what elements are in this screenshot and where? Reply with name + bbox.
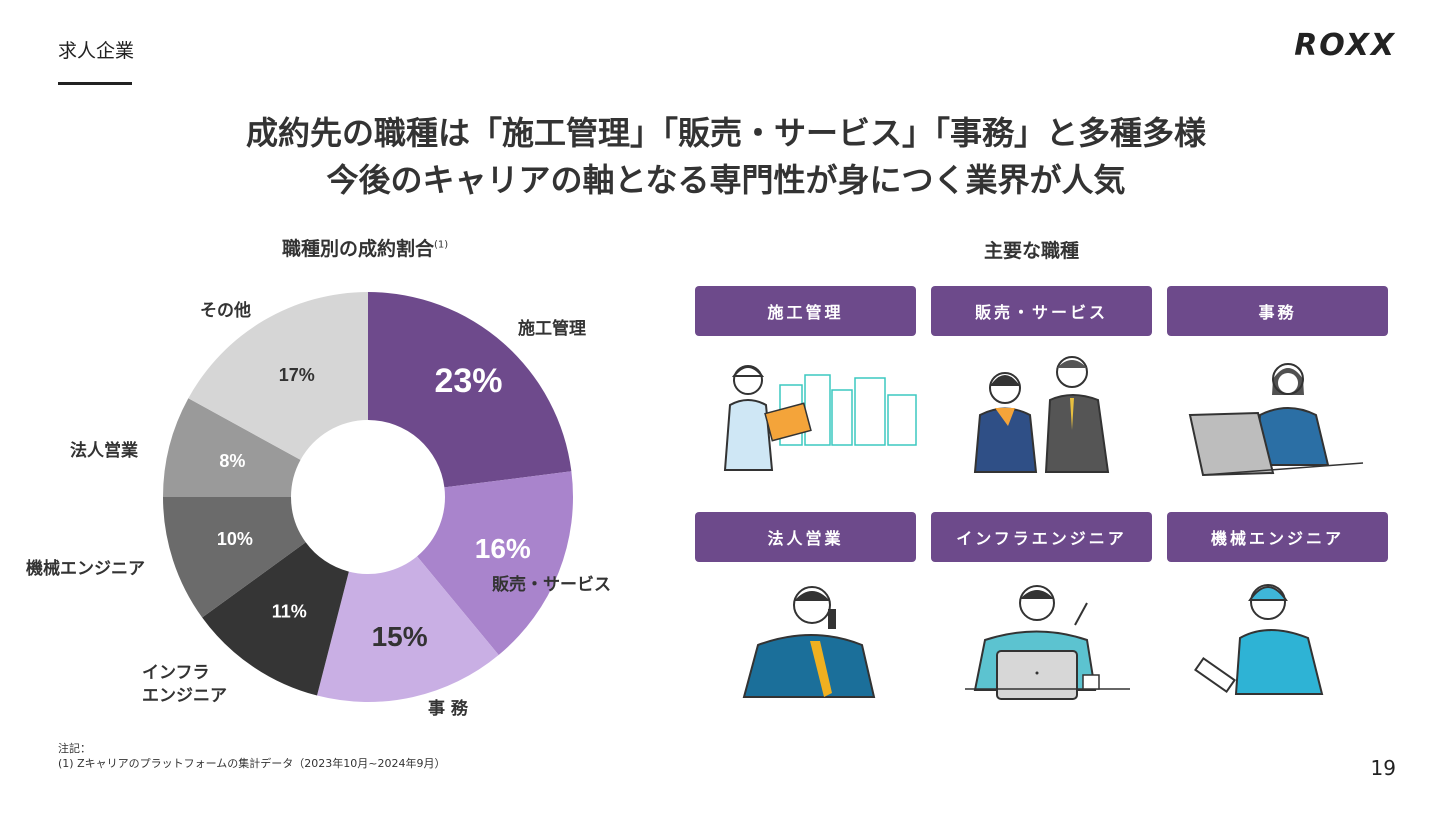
donut-slice-6 bbox=[188, 292, 368, 460]
category-label-houjin: 法人営業 bbox=[70, 441, 138, 461]
headline-line-2: 今後のキャリアの軸となる専門性が身につく業界が人気 bbox=[326, 161, 1126, 199]
chart-title-text: 職種別の成約割合 bbox=[282, 238, 435, 260]
category-label-jimu: 事 務 bbox=[428, 699, 468, 719]
role-sekou: 施工管理 bbox=[695, 286, 916, 336]
donut-slice-0 bbox=[368, 292, 572, 488]
donut-slice-4 bbox=[163, 497, 306, 618]
category-label-infra-2: エンジニア bbox=[142, 685, 227, 706]
role-houjin: 法人営業 bbox=[695, 512, 916, 562]
category-label-sekou: 施工管理 bbox=[518, 319, 586, 339]
category-label-hanbai: 販売・サービス bbox=[492, 575, 611, 595]
section-underline bbox=[58, 82, 132, 85]
roxx-logo: ROXX bbox=[1294, 28, 1396, 63]
role-kikai: 機械エンジニア bbox=[1167, 512, 1388, 562]
value-label-3: 11% bbox=[272, 602, 307, 622]
corporate-sales-illustration bbox=[742, 586, 876, 698]
value-label-4: 10% bbox=[217, 529, 253, 549]
donut-slice-3 bbox=[202, 542, 349, 696]
footnotes: 注記： (1) Zキャリアのプラットフォームの集計データ（2023年10月~20… bbox=[58, 741, 445, 772]
chart-title: 職種別の成約割合(1) bbox=[282, 234, 448, 261]
notes-title: 注記： bbox=[58, 742, 91, 755]
construction-manager-illustration bbox=[723, 365, 917, 471]
category-label-infra-1: インフラ bbox=[142, 663, 210, 683]
role-infra: インフラエンジニア bbox=[931, 512, 1152, 562]
role-hanbai: 販売・サービス bbox=[931, 286, 1152, 336]
value-label-6: 17% bbox=[279, 365, 315, 385]
mechanical-engineer-illustration bbox=[1194, 584, 1324, 695]
value-label-1: 16% bbox=[475, 533, 531, 564]
donut-slice-2 bbox=[317, 556, 499, 702]
chart-title-footnote: (1) bbox=[434, 239, 449, 251]
value-label-2: 15% bbox=[372, 621, 428, 652]
page-number: 19 bbox=[1370, 756, 1396, 780]
office-worker-illustration bbox=[1188, 363, 1364, 477]
category-label-kikai: 機械エンジニア bbox=[26, 559, 145, 579]
headline-line-1: 成約先の職種は「施工管理」「販売・サービス」「事務」と多種多様 bbox=[245, 114, 1206, 152]
sales-staff-illustration bbox=[973, 356, 1110, 473]
value-label-0: 23% bbox=[434, 362, 502, 400]
roles-title: 主要な職種 bbox=[984, 240, 1080, 262]
category-label-infra: インフラ エンジニア bbox=[142, 662, 227, 708]
section-label: 求人企業 bbox=[58, 40, 135, 62]
donut-slice-5 bbox=[163, 398, 301, 497]
value-label-5: 8% bbox=[219, 451, 245, 471]
infra-engineer-illustration bbox=[965, 585, 1130, 700]
donut-slice-1 bbox=[417, 471, 573, 655]
category-label-sonota: その他 bbox=[200, 301, 251, 321]
notes-line-1: (1) Zキャリアのプラットフォームの集計データ（2023年10月~2024年9… bbox=[58, 757, 446, 771]
role-jimu: 事務 bbox=[1167, 286, 1388, 336]
